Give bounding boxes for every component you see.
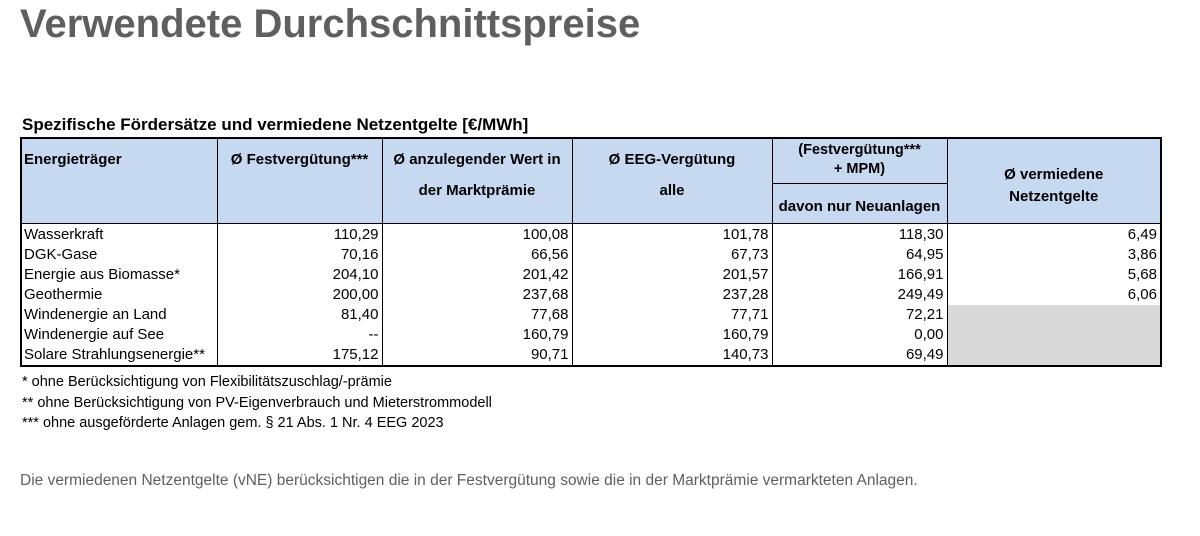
value-cell: 201,57 <box>571 264 773 285</box>
header-text: alle <box>659 182 685 199</box>
table-body: Wasserkraft 110,29 100,08 101,78 118,30 6,49 D… <box>20 223 1162 366</box>
value-cell: -- <box>216 324 383 345</box>
value-cell: 118,30 <box>771 223 948 245</box>
footnote: * ohne Berücksichtigung von Flexibilität… <box>22 374 392 390</box>
value-cell: 6,06 <box>946 284 1162 305</box>
row-label: Wasserkraft <box>20 223 218 245</box>
table-row: DGK-Gase 70,16 66,56 67,73 64,95 3,86 <box>20 244 1162 265</box>
value-cell: 100,08 <box>381 223 573 245</box>
footnotes: * ohne Berücksichtigung von Flexibilität… <box>22 372 492 434</box>
header-cell: davon nur Neuanlagen <box>771 182 948 224</box>
value-cell: 201,42 <box>381 264 573 285</box>
value-cell: 160,79 <box>381 324 573 345</box>
value-cell: 3,86 <box>946 244 1162 265</box>
value-cell: 237,28 <box>571 284 773 305</box>
row-label: Windenergie auf See <box>20 324 218 345</box>
header-text: Ø anzulegender Wert in <box>393 151 561 168</box>
row-label: DGK-Gase <box>20 244 218 265</box>
value-cell: 249,49 <box>771 284 948 305</box>
value-cell: 77,68 <box>381 304 573 325</box>
table-row: Windenergie auf See -- 160,79 160,79 0,00 <box>20 324 1162 345</box>
table-row: Windenergie an Land 81,40 77,68 77,71 72,21 <box>20 304 1162 325</box>
header-cell: Energieträger <box>20 137 218 224</box>
header-text: der Marktprämie <box>418 182 536 199</box>
value-cell: 72,21 <box>771 304 948 325</box>
table-row: Wasserkraft 110,29 100,08 101,78 118,30 6,49 <box>20 223 1162 245</box>
value-cell: 175,12 <box>216 344 383 366</box>
value-cell: 90,71 <box>381 344 573 366</box>
row-label: Windenergie an Land <box>20 304 218 325</box>
empty-cell <box>946 304 1162 325</box>
row-label: Energie aus Biomasse* <box>20 264 218 285</box>
value-cell: 81,40 <box>216 304 383 325</box>
value-cell: 67,73 <box>571 244 773 265</box>
page-title: Verwendete Durchschnittspreise <box>20 2 641 46</box>
value-cell: 6,49 <box>946 223 1162 245</box>
value-cell: 110,29 <box>216 223 383 245</box>
footnote: ** ohne Berücksichtigung von PV-Eigenver… <box>22 394 492 411</box>
header-cell: Ø Festvergütung*** <box>216 137 383 224</box>
value-cell: 140,73 <box>571 344 773 366</box>
header-cell: Ø vermiedene Netzentgelte <box>946 137 1162 224</box>
empty-cell <box>946 344 1162 366</box>
row-label: Geothermie <box>20 284 218 305</box>
value-cell: 77,71 <box>571 304 773 325</box>
value-cell: 237,68 <box>381 284 573 305</box>
table-row: Energie aus Biomasse* 204,10 201,42 201,57 1… <box>20 264 1162 285</box>
header-cell: (Festvergütung*** + MPM) <box>771 137 948 184</box>
value-cell: 66,56 <box>381 244 573 265</box>
value-cell: 5,68 <box>946 264 1162 285</box>
value-cell: 70,16 <box>216 244 383 265</box>
table-row: Solare Strahlungsenergie** 175,12 90,71 140… <box>20 344 1162 366</box>
value-cell: 166,91 <box>771 264 948 285</box>
table-caption: Spezifische Fördersätze und vermiedene N… <box>22 115 529 134</box>
value-cell: 160,79 <box>571 324 773 345</box>
row-label: Solare Strahlungsenergie** <box>20 344 218 366</box>
header-text: Ø EEG-Vergütung <box>608 151 736 168</box>
header-cell: Ø EEG-Vergütung alle <box>571 137 773 224</box>
value-cell: 101,78 <box>571 223 773 245</box>
table-row: Geothermie 200,00 237,68 237,28 249,49 6,06 <box>20 284 1162 305</box>
header-cell: Ø anzulegender Wert in der Marktprämie <box>381 137 573 224</box>
value-cell: 0,00 <box>771 324 948 345</box>
value-cell: 200,00 <box>216 284 383 305</box>
note: Die vermiedenen Netzentgelte (vNE) berüc… <box>20 472 918 489</box>
footnote: *** ohne ausgeförderte Anlagen gem. § 21… <box>22 415 444 431</box>
value-cell: 64,95 <box>771 244 948 265</box>
value-cell: 204,10 <box>216 264 383 285</box>
price-table: Energieträger Ø Festvergütung*** Ø anzul… <box>20 137 1162 367</box>
value-cell: 69,49 <box>771 344 948 366</box>
empty-cell <box>946 324 1162 345</box>
table-header: Energieträger Ø Festvergütung*** Ø anzul… <box>20 137 1162 224</box>
